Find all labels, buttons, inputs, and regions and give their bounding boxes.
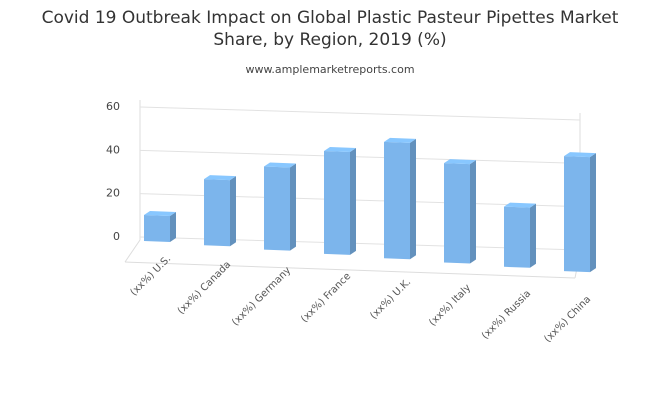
x-tick-label: (xx%) U.S. bbox=[128, 253, 173, 298]
bar bbox=[144, 211, 176, 242]
bar-top bbox=[504, 202, 536, 208]
grid-line bbox=[139, 149, 581, 164]
x-tick-label: (xx%) Italy bbox=[427, 282, 473, 328]
y-tick-label: 20 bbox=[106, 187, 120, 200]
chart-subtitle: www.amplemarketreports.com bbox=[245, 63, 414, 76]
bar-top bbox=[204, 175, 236, 181]
bar-side bbox=[350, 148, 356, 255]
bar-side bbox=[290, 163, 296, 251]
bar-top bbox=[384, 137, 416, 143]
bar-top bbox=[564, 152, 596, 158]
floor-edge bbox=[124, 239, 141, 263]
bar-front bbox=[324, 151, 350, 255]
chart-title: Covid 19 Outbreak Impact on Global Plast… bbox=[42, 8, 619, 28]
bar-front bbox=[144, 215, 170, 242]
bar-front bbox=[204, 179, 230, 247]
bar-side bbox=[590, 153, 596, 273]
bar-side bbox=[170, 212, 176, 242]
bar-side bbox=[410, 138, 416, 260]
y-tick-label: 0 bbox=[113, 230, 120, 243]
bar-front bbox=[564, 156, 590, 273]
bar-top bbox=[264, 162, 296, 168]
bar-front bbox=[504, 206, 530, 268]
bar-top bbox=[444, 159, 476, 165]
x-tick-label: (xx%) France bbox=[299, 271, 353, 325]
bar bbox=[444, 159, 476, 264]
bar bbox=[384, 137, 416, 260]
y-tick-label: 40 bbox=[106, 143, 120, 156]
floor-edge bbox=[124, 261, 576, 279]
bar bbox=[324, 147, 356, 255]
bar-top bbox=[144, 211, 176, 216]
bar-side bbox=[530, 203, 536, 268]
x-tick-label: (xx%) Canada bbox=[176, 259, 234, 317]
bar-front bbox=[444, 163, 470, 264]
bar-side bbox=[230, 176, 236, 247]
grid-line bbox=[139, 106, 581, 121]
x-tick-label: (xx%) Russia bbox=[480, 288, 533, 341]
bar-front bbox=[384, 141, 410, 260]
bar bbox=[564, 152, 596, 273]
bar bbox=[264, 162, 296, 251]
bar-side bbox=[470, 160, 476, 264]
x-tick-label: (xx%) China bbox=[542, 294, 593, 345]
bar bbox=[504, 202, 536, 268]
bar-front bbox=[264, 166, 290, 251]
x-tick-label: (xx%) U.K. bbox=[368, 277, 413, 322]
bar bbox=[204, 175, 236, 247]
bar-top bbox=[324, 147, 356, 152]
chart-title: Share, by Region, 2019 (%) bbox=[213, 30, 446, 50]
x-tick-label: (xx%) Germany bbox=[230, 265, 293, 328]
y-tick-label: 60 bbox=[106, 100, 120, 113]
